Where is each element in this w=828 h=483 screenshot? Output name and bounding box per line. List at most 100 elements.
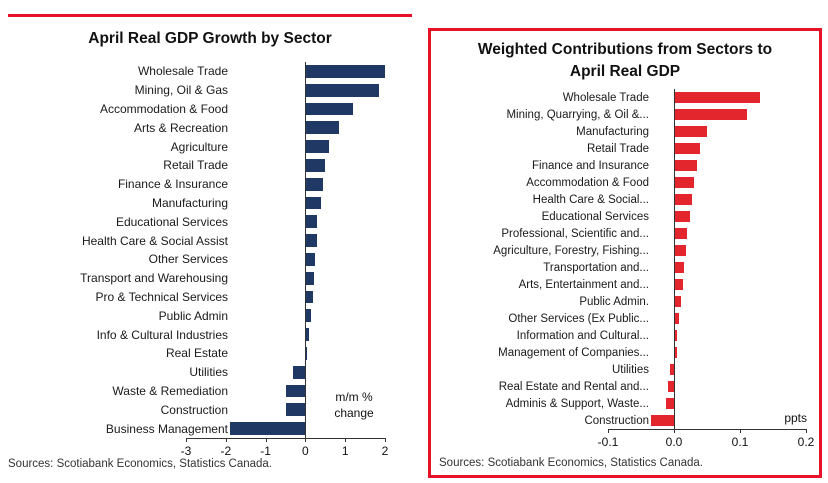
tick-mark	[806, 429, 807, 433]
tick-mark	[385, 438, 386, 442]
bar-track	[186, 271, 385, 285]
chart-title-line1: Weighted Contributions from Sectors to	[477, 41, 773, 58]
category-label: Utilities	[611, 363, 649, 376]
bar-track	[608, 397, 806, 410]
bar-track	[186, 252, 385, 266]
chart-row: Professional, Scientific and...	[431, 225, 819, 242]
bars-area: Wholesale Trade Mining, Oil & Gas Accommod…	[0, 62, 418, 438]
category-label: Pro & Technical Services	[95, 289, 228, 304]
bar-track	[186, 140, 385, 153]
bar	[305, 328, 310, 341]
unit-note-line2: change	[334, 405, 374, 420]
category-label: Other Services (Ex Public...	[508, 312, 649, 325]
unit-note-line1: m/m %	[335, 390, 373, 404]
chart-row: Finance & Insurance	[0, 175, 418, 194]
chart-row: Educational Services	[431, 208, 819, 225]
bar	[305, 252, 316, 266]
chart-title-line2: April Real GDP	[569, 63, 681, 81]
category-label: Manufacturing	[576, 125, 649, 138]
chart-row: Pro & Technical Services	[0, 288, 418, 307]
bar-track	[608, 227, 806, 240]
bar	[668, 380, 674, 393]
chart-row: Health Care & Social...	[431, 191, 819, 208]
chart-row: Construction	[0, 400, 418, 419]
category-label: Educational Services	[115, 214, 228, 229]
chart-row: Public Admin	[0, 306, 418, 325]
chart-row: Waste & Remediation	[0, 382, 418, 401]
bar	[673, 227, 688, 240]
chart-row: Transportation and...	[431, 259, 819, 276]
chart-row: Other Services	[0, 250, 418, 269]
category-label: Real Estate	[165, 346, 228, 361]
accent-top-line	[8, 14, 412, 17]
bar	[673, 159, 698, 172]
tick-mark	[608, 429, 609, 433]
bar-track	[186, 158, 385, 172]
x-axis-ticks: -0.1 0.0 0.1 0.2	[598, 429, 814, 451]
bar	[305, 346, 308, 360]
tick-label: 2	[381, 444, 389, 458]
category-label: Construction	[160, 402, 228, 417]
tick-mark	[345, 438, 347, 442]
category-label: Wholesale Trade	[137, 64, 228, 79]
category-label: Manufacturing	[151, 195, 228, 210]
tick-mark	[225, 438, 227, 442]
bar-track	[186, 65, 385, 78]
chart-row: Arts, Entertainment and...	[431, 276, 819, 293]
bar	[650, 414, 674, 427]
bar	[673, 176, 694, 189]
category-label: Accommodation & Food	[99, 101, 228, 116]
bar-track	[186, 215, 385, 229]
bar	[305, 290, 314, 304]
bar-track	[608, 346, 806, 359]
chart-row: Management of Companies...	[431, 344, 819, 361]
chart-row: Agriculture	[0, 137, 418, 156]
bar	[305, 309, 312, 323]
bar-track	[186, 102, 385, 116]
category-label: Finance & Insurance	[117, 177, 228, 192]
chart-row: Wholesale Trade	[431, 89, 819, 106]
chart-row: Transport and Warehousing	[0, 269, 418, 288]
chart-row: Real Estate	[0, 344, 418, 363]
bar	[673, 193, 693, 206]
tick-label: -0.1	[597, 435, 619, 449]
bar-track	[186, 309, 385, 323]
bar-track	[186, 365, 385, 379]
tick-label: 0	[302, 444, 309, 458]
chart-row: Health Care & Social Assist	[0, 231, 418, 250]
bar	[305, 65, 385, 78]
bar-track	[186, 328, 385, 341]
bar	[305, 215, 318, 229]
chart-row: Manufacturing	[431, 123, 819, 140]
chart-row: Real Estate and Rental and...	[431, 378, 819, 395]
bars-area: Wholesale Trade Mining, Quarrying, & Oil …	[431, 89, 819, 429]
chart-title: April Real GDP Growth by Sector	[88, 30, 332, 47]
source-note: Sources: Scotiabank Economics, Statistic…	[439, 457, 703, 469]
chart-row: Utilities	[0, 363, 418, 382]
unit-note: m/m % change	[316, 390, 392, 421]
bar	[673, 244, 686, 257]
bar-track	[608, 380, 806, 393]
bar-track	[186, 384, 385, 398]
tick-mark	[265, 438, 267, 442]
bar-track	[608, 295, 806, 308]
category-label: Transportation and...	[543, 261, 649, 274]
category-label: Wholesale Trade	[562, 91, 649, 104]
category-label: Public Admin.	[579, 295, 649, 308]
bar-track	[186, 346, 385, 360]
tick-label: 1	[341, 444, 349, 458]
bar-track	[608, 142, 806, 155]
bar	[305, 140, 330, 153]
bar-track	[608, 244, 806, 257]
chart-row: Business Management	[0, 419, 418, 438]
bar-track	[608, 125, 806, 138]
category-label: Other Services	[148, 252, 228, 267]
bar-track	[608, 159, 806, 172]
bar-track	[608, 414, 806, 427]
tick-mark	[186, 438, 187, 442]
source-note: Sources: Scotiabank Economics, Statistic…	[8, 458, 272, 470]
category-label: Real Estate and Rental and...	[498, 380, 649, 393]
chart-row: Mining, Oil & Gas	[0, 81, 418, 100]
bar-track	[608, 193, 806, 206]
